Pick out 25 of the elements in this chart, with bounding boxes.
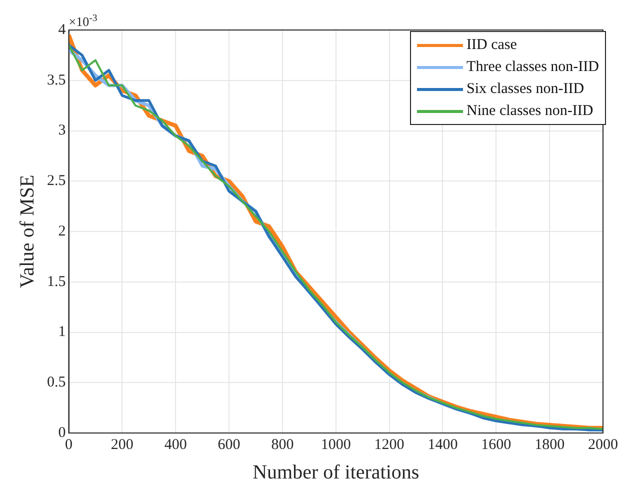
y-tick-label: 2.5: [47, 173, 66, 190]
y-axis-title: Value of MSE: [16, 174, 38, 288]
x-tick-label: 2000: [588, 436, 618, 453]
x-axis-title: Number of iterations: [252, 461, 420, 484]
x-tick-label: 1800: [534, 436, 565, 453]
x-tick-label: 1000: [320, 436, 351, 453]
y-tick-label: 3: [58, 122, 66, 139]
legend-label: Three classes non-IID: [466, 58, 599, 76]
legend-label: Six classes non-IID: [466, 80, 584, 98]
y-tick-label: 4: [58, 22, 66, 38]
x-tick-label: 1600: [481, 436, 512, 453]
x-tick-label: 1400: [428, 436, 458, 453]
legend-label: IID case: [466, 36, 517, 54]
x-tick-label: 600: [218, 436, 240, 453]
y-tick-label: 3.5: [47, 72, 66, 88]
y-tick-label: 1: [58, 324, 66, 340]
x-tick-label: 1200: [374, 436, 404, 453]
x-tick-label: 800: [271, 436, 294, 453]
y-tick-label: 0: [58, 424, 66, 441]
x-tick-label: 200: [110, 436, 134, 453]
legend-label: Nine classes non-IID: [466, 102, 594, 120]
y-tick-label: 1.5: [47, 274, 66, 290]
x-tick-label: 400: [164, 436, 187, 453]
y-tick-label: 0.5: [47, 374, 66, 391]
y-tick-label: 2: [58, 223, 66, 240]
